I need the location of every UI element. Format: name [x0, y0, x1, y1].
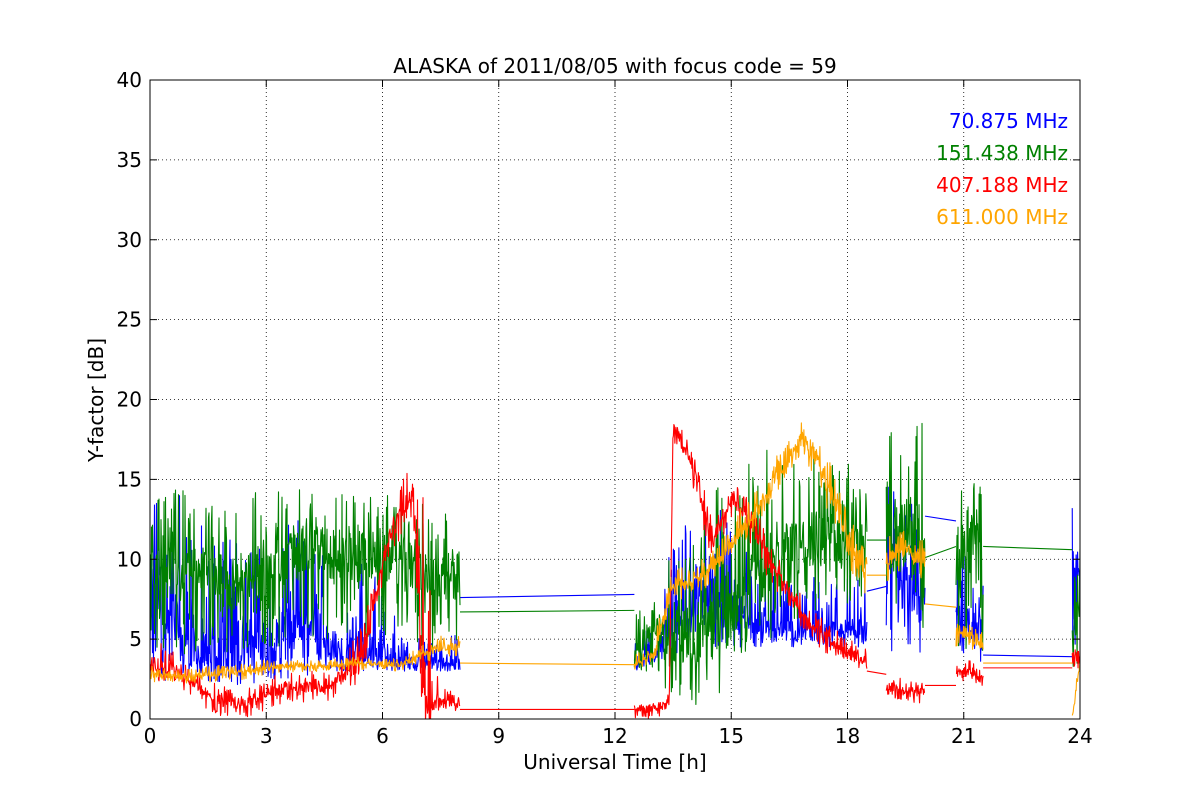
x-tick-label: 6 — [376, 724, 389, 748]
series-line — [150, 472, 461, 719]
series-line — [924, 603, 957, 608]
series-line — [1071, 649, 1080, 669]
x-tick-label: 21 — [951, 724, 976, 748]
y-tick-label: 0 — [129, 707, 142, 731]
series-4 — [150, 422, 1080, 716]
series-line — [459, 662, 635, 666]
legend-entry: 611.000 MHz — [936, 205, 1068, 229]
chart-title: ALASKA of 2011/08/05 with focus code = 5… — [393, 54, 836, 78]
series-line — [150, 635, 461, 684]
y-tick-label: 20 — [117, 388, 142, 412]
y-tick-label: 25 — [117, 308, 142, 332]
y-tick-label: 40 — [117, 68, 142, 92]
x-tick-label: 3 — [260, 724, 273, 748]
series-line — [924, 515, 957, 522]
series-line — [633, 446, 868, 706]
series-line — [1071, 661, 1080, 716]
x-tick-label: 12 — [602, 724, 627, 748]
y-tick-label: 35 — [117, 148, 142, 172]
y-tick-label: 10 — [117, 547, 142, 571]
x-tick-label: 18 — [835, 724, 860, 748]
ticks: 0 3 6 9 12 15 18 21 24 0 5 10 15 20 25 30 35 40 — [117, 68, 1093, 748]
x-tick-label: 15 — [719, 724, 744, 748]
series-line — [955, 623, 984, 650]
series-line — [1071, 508, 1080, 645]
series-line — [1071, 549, 1080, 667]
series-line — [150, 489, 461, 655]
x-tick-label: 0 — [144, 724, 157, 748]
legend-entry: 407.188 MHz — [936, 173, 1068, 197]
series-line — [885, 530, 926, 582]
series-line — [866, 585, 887, 592]
series-line — [866, 670, 887, 675]
series-line — [459, 593, 635, 599]
series-layer — [150, 422, 1080, 719]
series-line — [955, 660, 984, 686]
legend-entry: 70.875 MHz — [949, 109, 1068, 133]
x-tick-label: 9 — [492, 724, 505, 748]
x-axis-label: Universal Time [h] — [523, 750, 706, 774]
series-line — [633, 424, 868, 719]
series-line — [983, 545, 1073, 551]
series-line — [885, 486, 926, 653]
y-tick-label: 15 — [117, 467, 142, 491]
y-tick-label: 30 — [117, 228, 142, 252]
y-axis-label: Y-factor [dB] — [84, 338, 108, 463]
series-line — [924, 545, 957, 559]
series-line — [955, 483, 984, 651]
series-line — [983, 654, 1073, 658]
y-tick-label: 5 — [129, 627, 142, 651]
series-line — [885, 677, 926, 704]
legend-entry: 151.438 MHz — [936, 141, 1068, 165]
legend: 70.875 MHz 151.438 MHz 407.188 MHz 611.000 … — [936, 109, 1068, 229]
series-line — [633, 422, 868, 670]
series-3 — [150, 424, 1080, 719]
series-line — [459, 609, 635, 613]
x-tick-label: 24 — [1067, 724, 1092, 748]
